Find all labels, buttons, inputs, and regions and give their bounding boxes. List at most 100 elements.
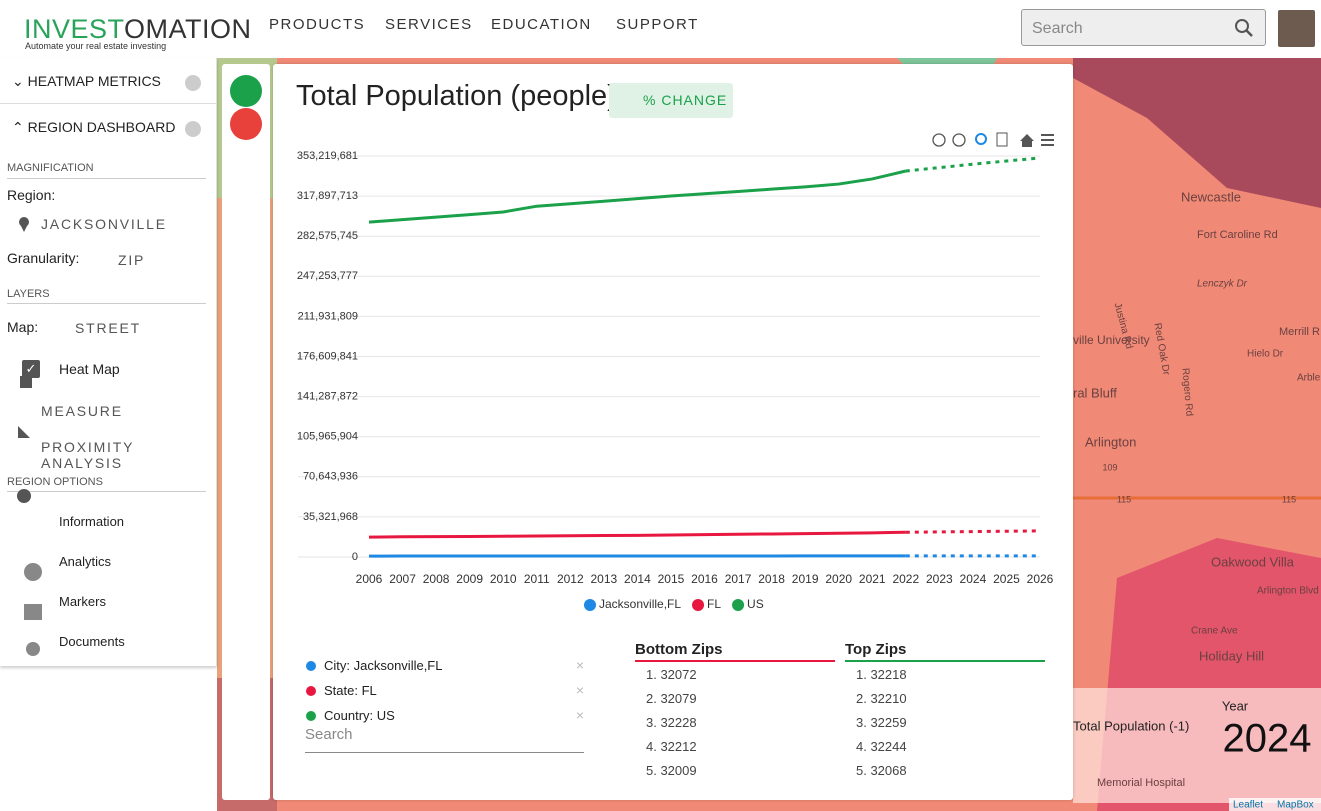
accordion-header[interactable]: ⌄ HEATMAP METRICS	[12, 73, 161, 89]
map-legend-label: Total Population (-1)	[1073, 718, 1189, 733]
tagline: Automate your real estate investing	[25, 41, 167, 51]
section-label: LAYERS	[7, 288, 50, 300]
option[interactable]: Analytics	[59, 554, 112, 569]
legend-marker	[584, 599, 596, 611]
home-button[interactable]	[230, 75, 262, 107]
x-tick-label: 2018	[758, 572, 785, 586]
x-tick-label: 2025	[993, 572, 1020, 586]
field-label: Map:	[7, 319, 39, 335]
y-tick-label: 211,931,809	[298, 310, 358, 322]
y-tick-label: 0	[352, 551, 358, 563]
year-label: Year	[1222, 698, 1249, 713]
section-label: MAGNIFICATION	[7, 162, 94, 174]
zip-item: 1. 32218	[856, 667, 907, 682]
checkbox-label: Heat Map	[59, 361, 120, 377]
attribution-link[interactable]: MapBox	[1277, 800, 1314, 811]
y-tick-label: 176,609,841	[297, 350, 358, 362]
comparison-row: City: Jacksonville,FL ×	[305, 657, 584, 677]
search-placeholder: Search	[305, 726, 353, 743]
nav-link[interactable]: PRODUCTS	[269, 16, 366, 33]
logo-part: OMATION	[124, 14, 252, 44]
x-tick-label: 2017	[725, 572, 752, 586]
region-value[interactable]: JACKSONVILLE	[41, 216, 167, 232]
y-tick-label: 282,575,745	[297, 230, 358, 242]
search-box[interactable]: Search	[1021, 9, 1266, 46]
zip-item: 1. 32072	[646, 667, 697, 682]
people-button[interactable]	[230, 108, 262, 140]
field-label: Granularity:	[7, 250, 80, 266]
toolbar-icon	[952, 133, 966, 147]
remove-button[interactable]: ×	[575, 657, 584, 673]
zip-item: 2. 32210	[856, 691, 907, 706]
comparison-dot	[306, 686, 316, 696]
map-label: Newcastle	[1181, 189, 1241, 204]
granularity-value[interactable]: ZIP	[118, 252, 146, 268]
x-tick-label: 2021	[859, 572, 886, 586]
nav-link[interactable]: EDUCATION	[491, 16, 592, 33]
map-value[interactable]: STREET	[75, 320, 142, 336]
accordion-header[interactable]: ⌃ REGION DASHBOARD	[12, 119, 176, 135]
sidebar: ⌄ HEATMAP METRICS ⌃ REGION DASHBOARD MAG…	[0, 58, 217, 666]
comparison-label: City: Jacksonville,FL	[324, 658, 443, 673]
compare-search[interactable]: Search	[305, 726, 584, 753]
map-label: Lenczyk Dr	[1197, 279, 1248, 290]
map-label: Crane Ave	[1191, 626, 1238, 637]
map-label: Oakwood Villa	[1211, 554, 1295, 569]
x-tick-label: 2010	[490, 572, 517, 586]
zip-title: Top Zips	[845, 641, 1045, 662]
map-label: 115	[1117, 494, 1131, 504]
y-tick-label: 317,897,713	[297, 190, 358, 202]
search-placeholder: Search	[1032, 20, 1083, 37]
x-tick-label: 2022	[892, 572, 919, 586]
option[interactable]: Information	[59, 514, 125, 529]
tool-button[interactable]: PROXIMITY ANALYSIS	[41, 439, 134, 471]
comparison-row: Country: US ×	[305, 707, 584, 727]
avatar[interactable]	[1278, 10, 1315, 47]
map-label: Arlington	[1085, 434, 1136, 449]
option[interactable]: Documents	[59, 634, 125, 649]
sidebar-icons	[17, 217, 42, 656]
toggle-label: % CHANGE	[643, 92, 728, 108]
map-label: 115	[1282, 494, 1296, 504]
comparison-label: State: FL	[324, 683, 377, 698]
y-tick-label: 141,287,872	[297, 391, 358, 403]
logo[interactable]: INVESTOMATION	[24, 14, 252, 45]
x-tick-label: 2026	[1027, 572, 1054, 586]
toolbar-icon	[975, 133, 987, 145]
y-tick-label: 35,321,968	[303, 511, 358, 523]
checkbox[interactable]: ✓	[22, 360, 40, 378]
forecast-line	[905, 156, 1041, 173]
accordion-title: HEATMAP METRICS	[27, 73, 161, 89]
zip-item: 5. 32068	[856, 763, 907, 778]
chart-toolbar[interactable]	[932, 132, 1054, 147]
y-tick-label: 70,643,936	[303, 471, 358, 483]
series-line	[368, 169, 907, 224]
tool-button[interactable]: MEASURE	[41, 403, 123, 419]
x-tick-label: 2008	[423, 572, 450, 586]
map-label: Memorial Hospital	[1097, 777, 1185, 789]
map-label: ville University	[1073, 333, 1150, 347]
y-tick-label: 105,965,904	[297, 431, 358, 443]
zip-item: 4. 32244	[856, 739, 907, 754]
comparison-row: State: FL ×	[305, 682, 584, 702]
attribution-link[interactable]: Leaflet	[1233, 800, 1263, 811]
legend-marker	[692, 599, 705, 611]
x-tick-label: 2014	[624, 572, 651, 586]
x-tick-label: 2006	[356, 572, 383, 586]
series-line	[368, 530, 906, 539]
map-label: Fort Caroline Rd	[1197, 229, 1278, 241]
button-strip	[222, 64, 270, 800]
remove-button[interactable]: ×	[575, 707, 584, 723]
accordion-title: REGION DASHBOARD	[27, 119, 176, 135]
nav-link[interactable]: SERVICES	[385, 16, 473, 33]
map-label: Merrill R	[1279, 326, 1320, 338]
remove-button[interactable]: ×	[575, 682, 584, 698]
legend-label: US	[747, 597, 764, 611]
toolbar-icon	[996, 132, 1008, 147]
x-tick-label: 2023	[926, 572, 953, 586]
toggle-button[interactable]: % CHANGE	[609, 83, 733, 118]
option[interactable]: Markers	[59, 594, 106, 609]
x-tick-label: 2007	[389, 572, 416, 586]
y-tick-label: 247,253,777	[297, 270, 358, 282]
nav-link[interactable]: SUPPORT	[616, 16, 699, 33]
